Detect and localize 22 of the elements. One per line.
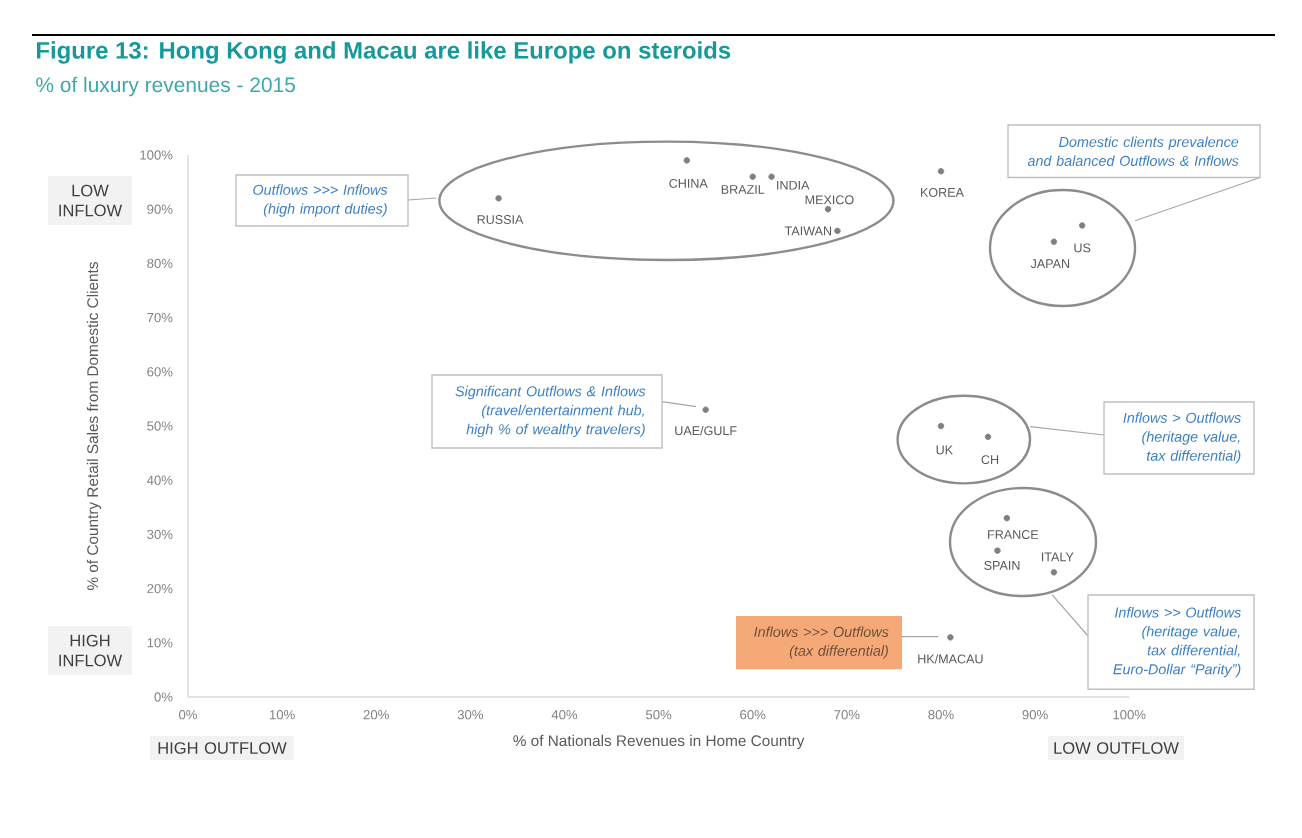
point [984,433,992,441]
point [937,422,945,430]
point [824,205,832,213]
point [1078,222,1086,229]
point [994,547,1001,554]
point [749,173,756,180]
text: LOW INFLOW [59,184,123,217]
point [1003,514,1011,522]
text: HIGH OUTFLOW [158,742,287,754]
point [683,157,691,164]
point [768,173,775,180]
point [1050,569,1058,576]
text: LOW OUTFLOW [1054,742,1179,754]
point [947,634,954,641]
text: HIGH INFLOW [59,634,123,667]
chart-subtitle: % of luxury revenues - 2015 [36,76,295,97]
point [1050,238,1058,245]
point [834,227,841,235]
chart-title: Figure 13: Hong Kong and Macau are like Europe on steroids [36,41,731,64]
point [937,168,945,175]
point [702,406,709,413]
point [495,195,502,202]
